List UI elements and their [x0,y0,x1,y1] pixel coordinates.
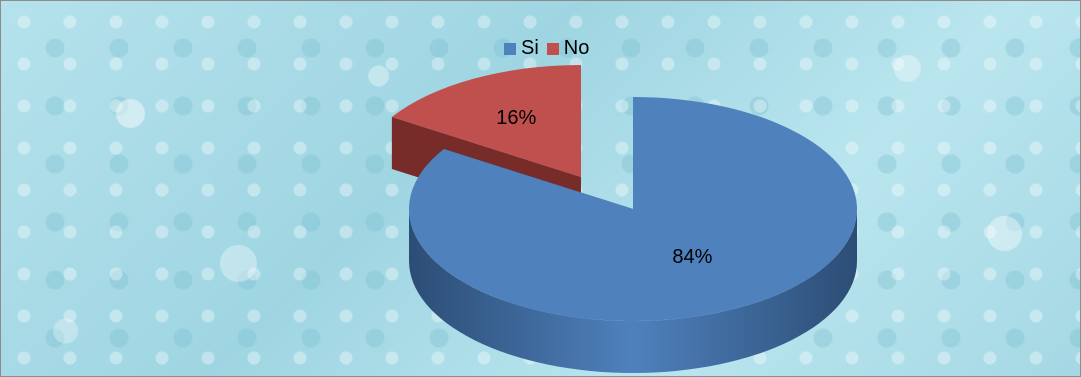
pie-slice-si [409,97,857,322]
legend-swatch-no [546,42,559,55]
legend: Si No [504,37,597,60]
data-label-no: 16% [496,107,536,129]
data-label-si: 84% [672,246,712,268]
pie-slice-no [391,65,581,177]
legend-swatch-si [504,42,516,55]
legend-item-si: Si [504,37,539,60]
legend-item-no: No [546,37,590,60]
pie-slice-si-side [409,209,857,373]
legend-label-no: No [563,37,590,59]
legend-label-si: Si [521,37,539,59]
